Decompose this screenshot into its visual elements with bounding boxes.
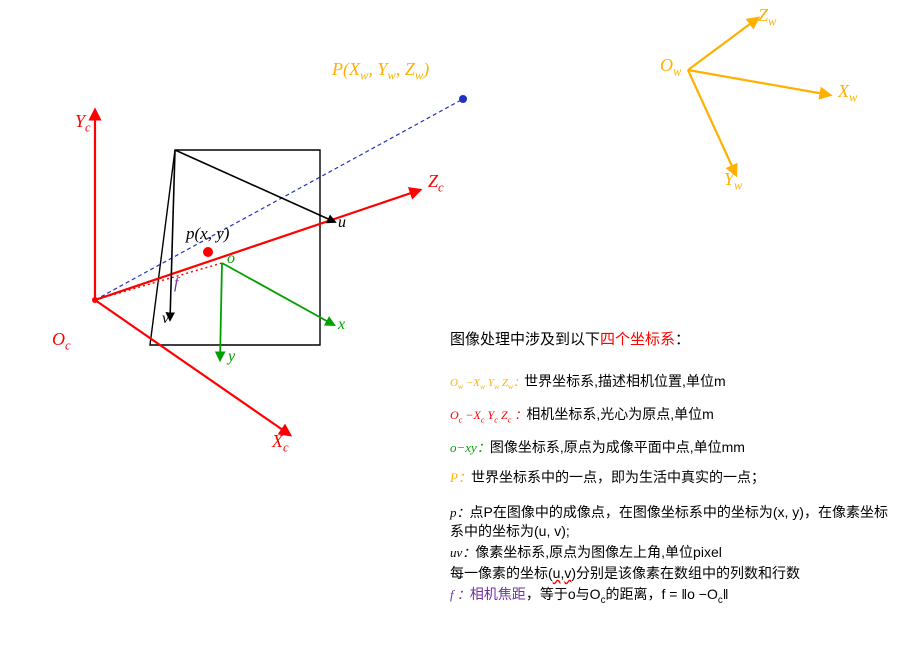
label-oc: Oc bbox=[52, 330, 71, 353]
legend-row-6: 每一像素的坐标(u,v)分别是该像素在数组中的列数和行数 bbox=[450, 564, 900, 583]
legend-row-1: Oc −Xc Yc Zc ：相机坐标系,光心为原点,单位m bbox=[450, 405, 900, 426]
point-p-image bbox=[203, 247, 213, 257]
label-zw: Zw bbox=[758, 6, 776, 29]
label-u: u bbox=[338, 214, 346, 232]
label-f: f bbox=[174, 275, 178, 293]
point-p-world bbox=[459, 95, 467, 103]
label-image-o: o bbox=[227, 250, 235, 268]
axis-zw bbox=[688, 18, 758, 70]
label-zc: Zc bbox=[428, 172, 444, 195]
legend-row-4: p：点P在图像中的成像点，在图像坐标系中的坐标为(x, y)，在像素坐标系中的坐… bbox=[450, 503, 900, 541]
label-image-y: y bbox=[228, 348, 235, 366]
legend-row-0: Ow −Xw Yw Zw：世界坐标系,描述相机位置,单位m bbox=[450, 372, 900, 393]
legend-row-2: o−xy：图像坐标系,原点为成像平面中点,单位mm bbox=[450, 438, 900, 457]
camera-origin-dot bbox=[92, 297, 98, 303]
legend-row-3: P：世界坐标系中的一点，即为生活中真实的一点； bbox=[450, 468, 900, 487]
label-yw: Yw bbox=[724, 170, 742, 193]
axis-u bbox=[175, 150, 335, 222]
label-image-x: x bbox=[338, 316, 345, 334]
label-yc: Yc bbox=[75, 112, 91, 135]
axis-v bbox=[170, 150, 175, 320]
legend-block: 图像处理中涉及到以下四个坐标系： Ow −Xw Yw Zw：世界坐标系,描述相机位… bbox=[450, 330, 900, 619]
projection-ray bbox=[95, 99, 463, 300]
heading: 图像处理中涉及到以下四个坐标系： bbox=[450, 330, 900, 350]
legend-row-7: f ：相机焦距，等于o与Oc的距离，f = ‖o −Oc‖ bbox=[450, 585, 900, 607]
axis-image-x bbox=[222, 263, 334, 325]
label-ow: Ow bbox=[660, 56, 681, 79]
image-plane bbox=[150, 150, 320, 345]
legend-row-5: uv：像素坐标系,原点为图像左上角,单位pixel bbox=[450, 543, 900, 562]
label-xw: Xw bbox=[838, 82, 857, 105]
label-v: v bbox=[162, 310, 169, 328]
axis-xw bbox=[688, 70, 830, 95]
label-p-image: p(x, y) bbox=[186, 225, 229, 244]
axis-yw bbox=[688, 70, 736, 175]
label-p-world: P(Xw, Yw, Zw) bbox=[332, 60, 429, 83]
axis-xc bbox=[95, 300, 290, 435]
label-xc: Xc bbox=[272, 432, 289, 455]
